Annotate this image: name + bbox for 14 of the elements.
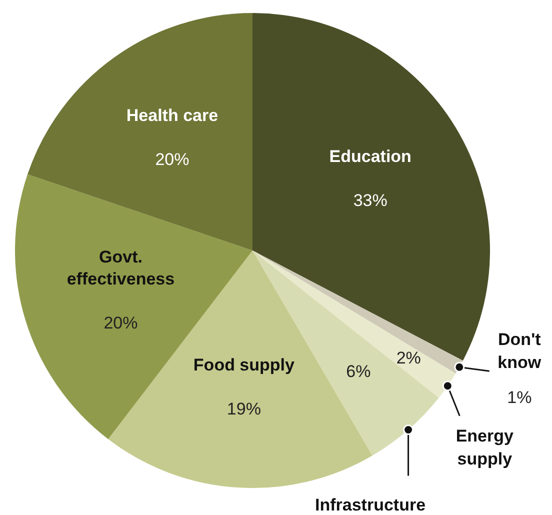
slice-label: Health care <box>126 106 218 126</box>
data-label: 6% <box>346 362 371 382</box>
data-label: 1% <box>507 388 532 407</box>
data-label: 20% <box>104 313 138 332</box>
data-label: 33% <box>353 190 388 210</box>
data-label: 2% <box>396 348 421 368</box>
slice-label: Energy supply <box>456 426 514 469</box>
data-label: 20% <box>155 150 190 170</box>
data-label: 19% <box>226 400 261 419</box>
slice-label: Education <box>329 146 412 166</box>
slice-label: Govt. effectiveness <box>66 247 175 288</box>
slice-label: Food supply <box>193 356 296 375</box>
slice-label: Infrastructure <box>315 495 426 514</box>
slice-label: Don't know <box>498 330 542 372</box>
